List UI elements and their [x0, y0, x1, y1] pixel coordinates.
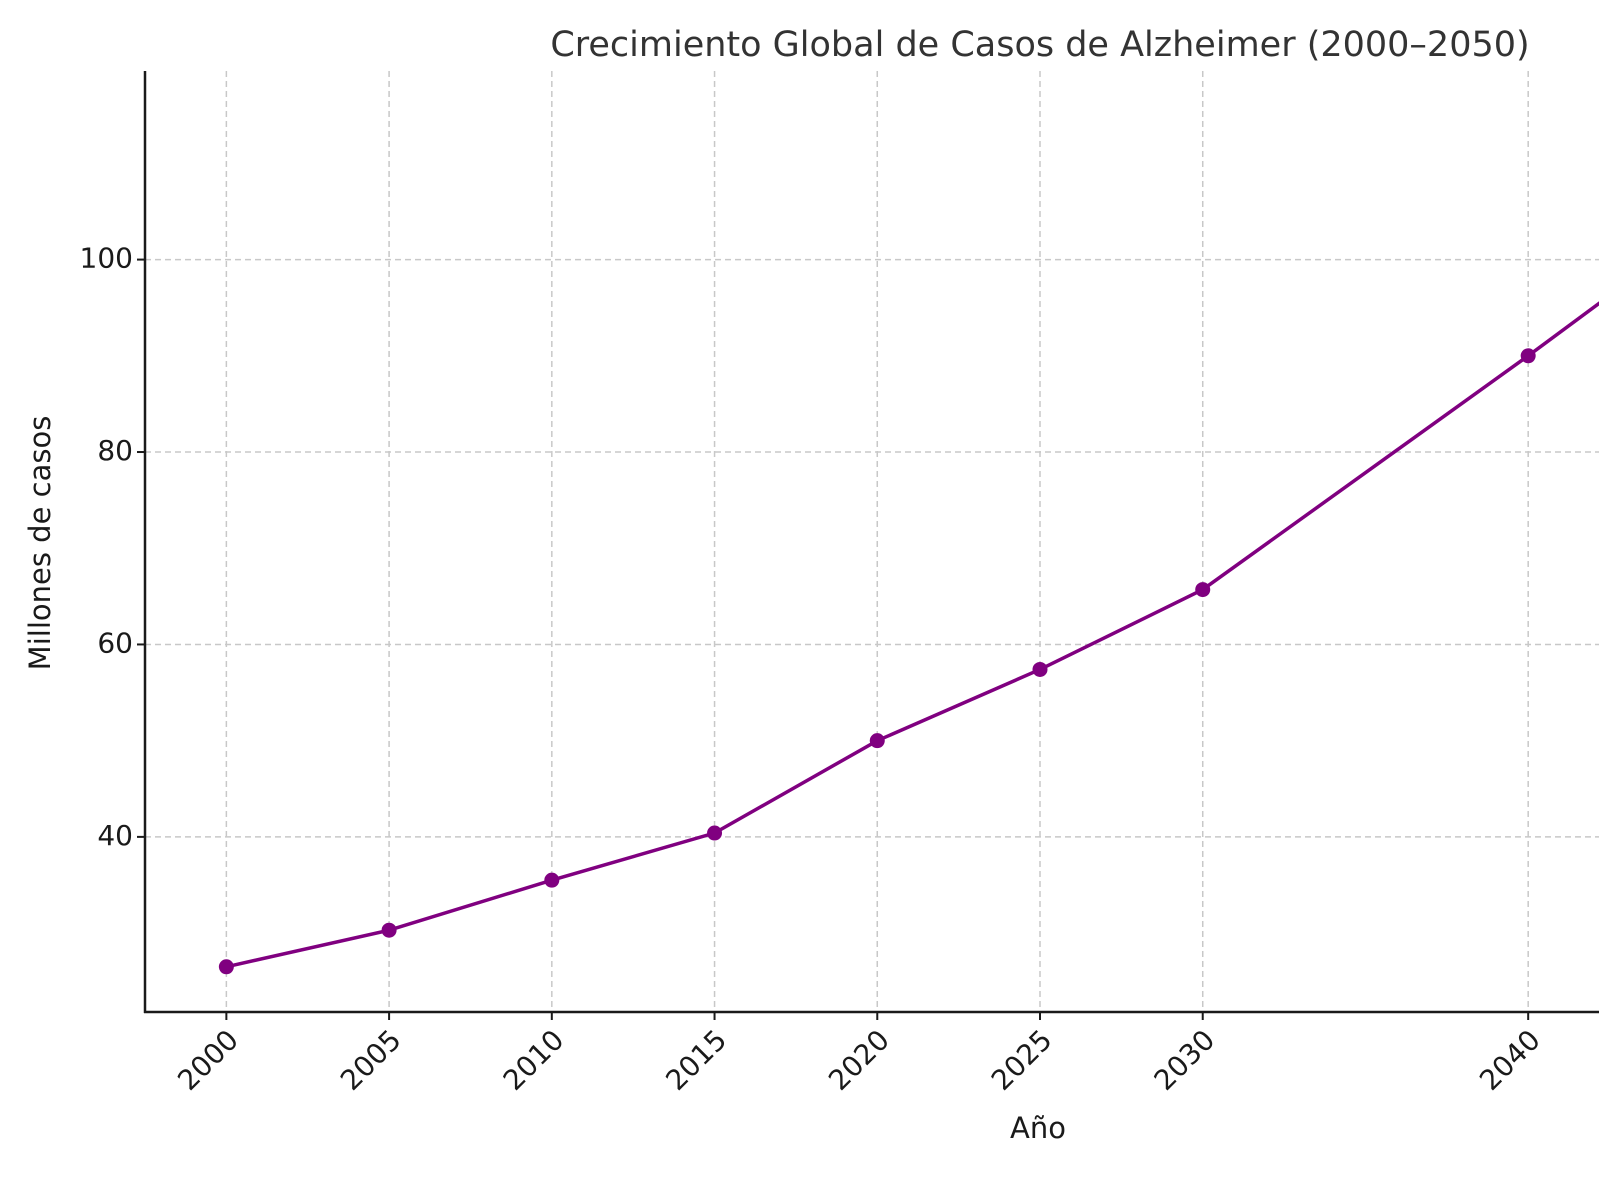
x-tick-label: 2010	[497, 1023, 571, 1097]
data-point	[1195, 582, 1211, 598]
x-tick-label: 2030	[1148, 1023, 1222, 1097]
x-tick-label: 2015	[659, 1023, 733, 1097]
y-axis-label: Millones de casos	[23, 416, 57, 671]
y-tick-label: 40	[97, 819, 133, 852]
data-point	[1032, 661, 1048, 677]
x-tick-label: 2000	[171, 1023, 245, 1097]
data-line	[225, 301, 1599, 969]
data-point	[707, 825, 723, 841]
x-tick-label: 2005	[334, 1023, 408, 1097]
data-point	[1520, 348, 1536, 364]
data-point	[381, 922, 397, 938]
chart-title: Crecimiento Global de Casos de Alzheimer…	[550, 25, 1529, 65]
x-tick-label: 2020	[822, 1023, 896, 1097]
data-point	[218, 959, 234, 975]
x-axis-label: Año	[1010, 1111, 1066, 1145]
y-tick-label: 60	[97, 626, 133, 659]
y-tick-label: 80	[97, 434, 133, 467]
y-tick-label: 100	[80, 242, 133, 275]
data-point	[869, 733, 885, 749]
data-point	[544, 872, 560, 888]
x-tick-label: 2040	[1473, 1023, 1547, 1097]
x-tick-label: 2025	[985, 1023, 1059, 1097]
